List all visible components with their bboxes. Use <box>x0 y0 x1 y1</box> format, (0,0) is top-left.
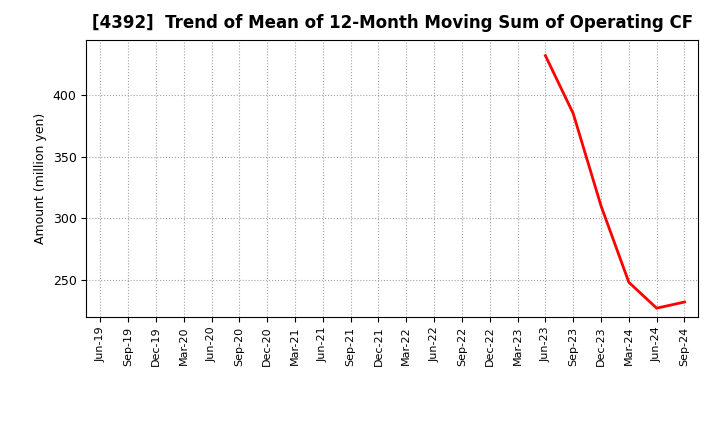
Y-axis label: Amount (million yen): Amount (million yen) <box>35 113 48 244</box>
Title: [4392]  Trend of Mean of 12-Month Moving Sum of Operating CF: [4392] Trend of Mean of 12-Month Moving … <box>92 15 693 33</box>
